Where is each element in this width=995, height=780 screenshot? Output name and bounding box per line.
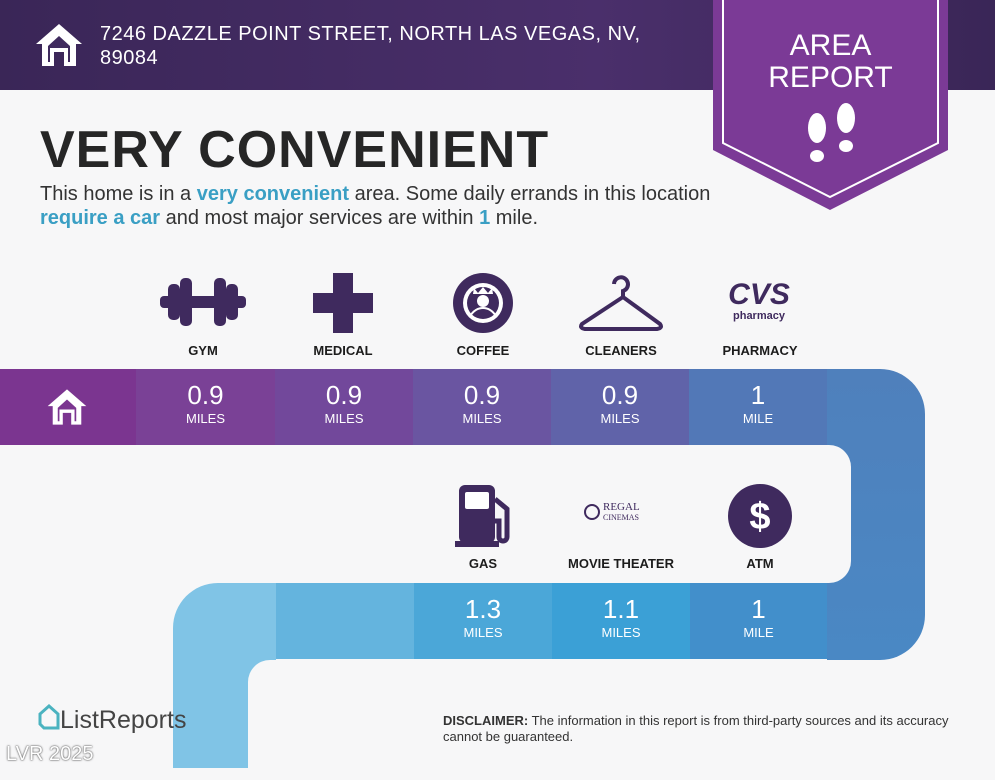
distance-cell-coffee: 0.9 MILES bbox=[413, 369, 551, 445]
house-icon bbox=[47, 389, 87, 425]
property-address: 7246 DAZZLE POINT STREET, NORTH LAS VEGA… bbox=[100, 23, 641, 69]
label-coffee: COFFEE bbox=[456, 343, 510, 358]
distance-cell-gas: 1.3 MILES bbox=[414, 583, 552, 659]
hanger-icon bbox=[579, 275, 663, 331]
watermark: LVR 2025 bbox=[6, 743, 94, 765]
starbucks-logo bbox=[453, 273, 513, 333]
svg-text:$: $ bbox=[749, 496, 770, 538]
page-title: VERY CONVENIENT bbox=[40, 121, 550, 179]
home-cell bbox=[0, 369, 136, 445]
area-report-badge bbox=[713, 0, 948, 210]
distance-cell-pharmacy: 1 MILE bbox=[689, 369, 827, 445]
dumbbell-icon bbox=[160, 278, 246, 326]
distance-cell-atm: 1 MILE bbox=[690, 583, 827, 659]
label-cleaners: CLEANERS bbox=[585, 343, 657, 358]
path-blank-cell bbox=[276, 583, 414, 659]
distance-cell-medical: 0.9 MILES bbox=[275, 369, 413, 445]
distance-cell-movie-theater: 1.1 MILES bbox=[552, 583, 690, 659]
label-pharmacy: PHARMACY bbox=[722, 343, 798, 358]
cvs-pharmacy-logo: CVS pharmacy bbox=[728, 278, 790, 323]
distance-cell-cleaners: 0.9 MILES bbox=[551, 369, 689, 445]
listreports-logo: ListReports bbox=[38, 703, 186, 735]
label-atm: ATM bbox=[746, 556, 774, 571]
label-medical: MEDICAL bbox=[313, 343, 373, 358]
badge-line-2: REPORT bbox=[768, 61, 893, 94]
badge-line-1: AREA bbox=[789, 29, 872, 62]
disclaimer: DISCLAIMER: The information in this repo… bbox=[443, 713, 949, 744]
description: This home is in a very convenient area. … bbox=[40, 183, 711, 229]
dollar-icon: $ bbox=[728, 484, 792, 548]
listreports-logo-icon bbox=[38, 703, 60, 730]
footprints-icon bbox=[808, 103, 855, 162]
regal-cinemas-logo: REGAL CINEMAS bbox=[584, 501, 664, 523]
gas-pump-icon bbox=[455, 485, 510, 547]
distance-cell-gym: 0.9 MILES bbox=[136, 369, 275, 445]
label-gas: GAS bbox=[468, 556, 498, 571]
label-movie-theater: MOVIE THEATER bbox=[568, 556, 674, 571]
label-gym: GYM bbox=[188, 343, 218, 358]
medical-cross-icon bbox=[313, 273, 373, 333]
house-icon bbox=[36, 24, 82, 66]
